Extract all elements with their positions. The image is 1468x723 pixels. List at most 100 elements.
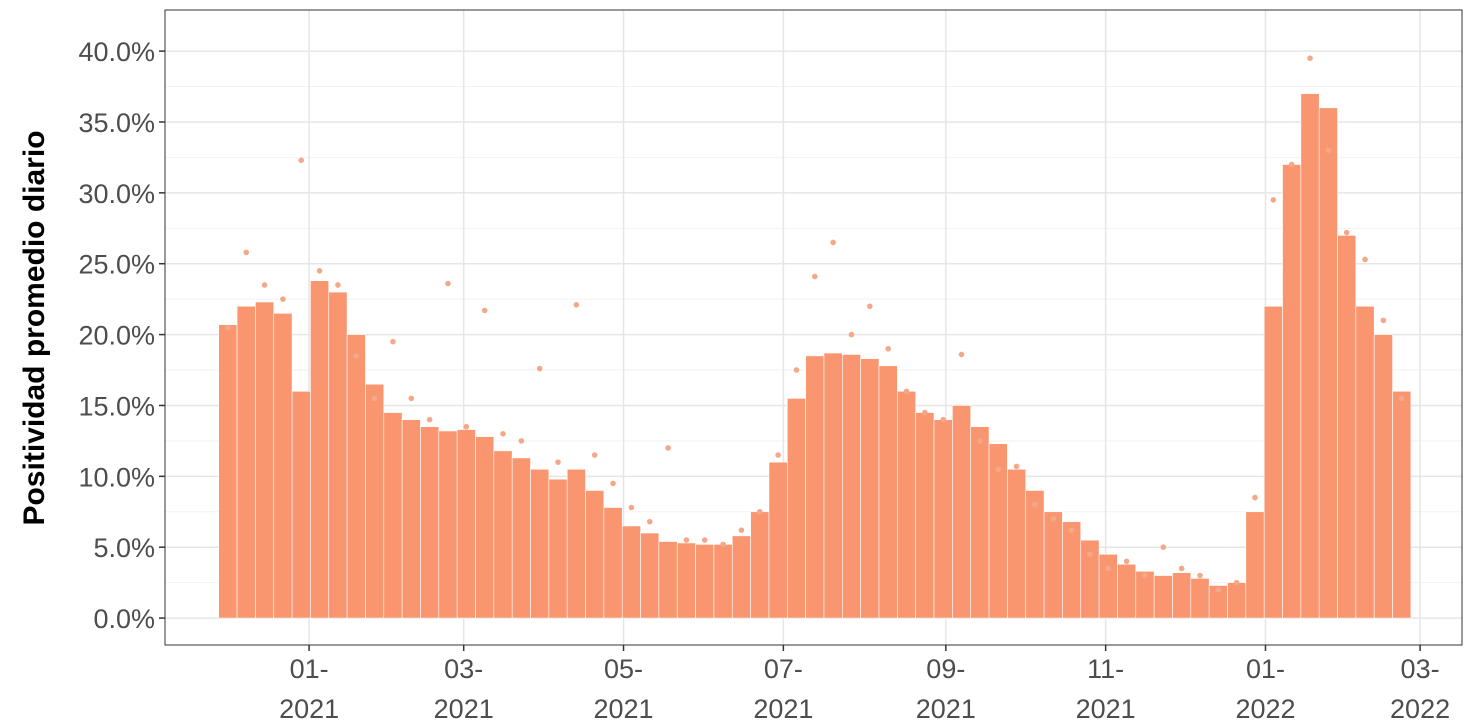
x-tick-label-line: 2021 [753,694,813,723]
point [610,480,616,487]
bar [1227,582,1247,619]
bar [640,532,660,619]
point [738,527,745,533]
point [940,416,946,423]
y-tick-label: 5.0% [93,533,155,563]
point [1380,317,1387,324]
point [1197,572,1203,579]
bar [805,355,825,619]
point [1123,558,1130,565]
x-tick-label: 11- 2021 [1076,654,1136,723]
point [1362,256,1368,263]
point [353,353,360,359]
point [995,466,1002,473]
bar [1025,490,1045,619]
bar [750,511,770,619]
point [885,345,891,352]
point [298,157,305,164]
y-tick-label: 10.0% [78,462,155,492]
point [1288,161,1295,168]
point [225,324,231,331]
x-tick-label-line: 01- [1246,654,1285,684]
bar [695,544,715,619]
bar [1318,107,1338,619]
point [591,452,598,458]
x-tick-label-line: 11- [1087,654,1124,684]
bar [1245,511,1265,619]
bar [255,301,275,619]
point [1270,197,1277,203]
point [1050,516,1057,522]
bar [566,468,586,619]
bar [328,291,348,619]
point [1233,579,1240,586]
point [536,365,543,372]
x-tick-label-line: 09- [926,654,965,684]
bar [273,313,293,619]
y-tick-label: 40.0% [78,37,155,67]
point [958,351,965,358]
bar [621,525,641,619]
point [481,307,488,314]
y-tick-label: 20.0% [78,321,155,351]
bar [438,430,458,619]
x-tick-label: 03- 2021 [434,654,494,723]
point [555,459,561,465]
point [720,541,726,548]
x-tick-label-line: 07- [764,654,803,684]
point [1343,229,1350,236]
point [1252,494,1258,501]
bar [1337,235,1357,619]
bar [585,490,605,619]
point [243,249,250,256]
point [903,388,910,395]
point [1398,395,1405,402]
point [848,331,855,338]
point [445,280,451,287]
point [408,395,415,402]
bar [236,305,256,619]
bar [1172,572,1192,619]
point [573,302,580,308]
x-tick-label-line: 2021 [916,694,976,723]
point [316,268,323,274]
x-tick-label: 07- 2021 [753,654,813,723]
bar [1117,563,1137,619]
point [426,416,433,423]
point [1013,463,1020,470]
x-tick-label-line: 01- [290,654,329,684]
point [518,438,525,444]
point [463,423,470,430]
y-tick-label: 15.0% [78,391,155,421]
point [830,239,836,246]
point [922,409,928,416]
bar [1043,511,1063,619]
bar [383,412,403,619]
bar [475,436,495,619]
point [756,508,763,515]
bar [933,419,953,619]
x-tick-label-line: 03- [444,654,483,684]
bar [823,352,843,619]
bar [420,426,440,619]
x-tick-label: 09- 2021 [916,654,976,723]
y-tick-label: 30.0% [78,179,155,209]
x-tick-label-line: 2022 [1235,694,1295,723]
bar [786,398,806,619]
bar [731,535,751,619]
point [1215,586,1222,593]
point [1142,572,1148,579]
bar [842,354,861,619]
x-tick-label: 01- 2022 [1235,654,1295,723]
bar [952,405,972,619]
point [683,537,690,543]
bar [915,412,935,619]
bar [658,541,678,619]
bar [1355,305,1375,619]
point [793,367,800,373]
x-tick-label-line: 03- [1401,654,1440,684]
bar [401,419,421,619]
x-tick-label: 01- 2021 [279,654,339,723]
bar [346,334,366,619]
x-tick-label-line: 2021 [1076,694,1136,723]
